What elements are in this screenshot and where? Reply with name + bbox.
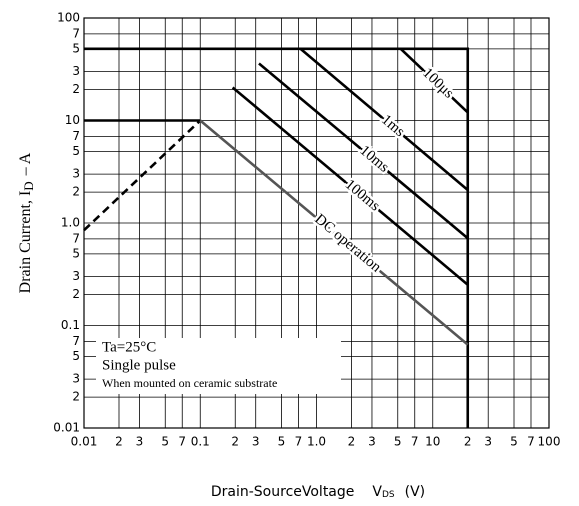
y-tick-label: 7 bbox=[72, 26, 80, 40]
y-tick-label: 100 bbox=[57, 11, 80, 25]
x-axis-title: Drain-SourceVoltage VDS (V) bbox=[211, 484, 425, 500]
series-line bbox=[299, 47, 469, 191]
y-tick-label: 2 bbox=[72, 82, 80, 96]
series-line bbox=[231, 86, 469, 286]
x-tick-label: 3 bbox=[368, 435, 376, 449]
y-axis-title-unit: – A bbox=[17, 152, 34, 176]
x-tick-label: 2 bbox=[231, 435, 239, 449]
y-tick-label: 1.0 bbox=[61, 216, 80, 230]
series-line bbox=[84, 47, 470, 428]
annotation-box bbox=[96, 338, 341, 394]
x-tick-label: 2 bbox=[348, 435, 356, 449]
series-line bbox=[399, 47, 469, 114]
y-tick-label: 7 bbox=[72, 129, 80, 143]
y-tick-label: 5 bbox=[72, 144, 80, 158]
y-tick-label: 2 bbox=[72, 390, 80, 404]
x-tick-label: 7 bbox=[527, 435, 535, 449]
annotation: Single pulse bbox=[102, 357, 176, 373]
annotation: When mounted on ceramic substrate bbox=[102, 376, 277, 390]
y-axis-title: Drain Current, ID – A bbox=[17, 152, 36, 293]
y-tick-label: 2 bbox=[72, 287, 80, 301]
x-tick-label: 2 bbox=[115, 435, 123, 449]
y-axis-title-sub: D bbox=[21, 181, 36, 190]
x-tick-label: 7 bbox=[411, 435, 419, 449]
y-tick-label: 7 bbox=[72, 334, 80, 348]
x-axis-title-text: Drain-SourceVoltage bbox=[211, 484, 355, 500]
x-tick-label: 7 bbox=[178, 435, 186, 449]
y-tick-label: 3 bbox=[72, 269, 80, 283]
y-tick-label: 0.01 bbox=[53, 421, 80, 435]
x-tick-label: 5 bbox=[394, 435, 402, 449]
y-tick-label: 0.1 bbox=[61, 318, 80, 332]
x-tick-label: 3 bbox=[136, 435, 144, 449]
series-line bbox=[83, 119, 202, 232]
x-tick-label: 100 bbox=[538, 435, 561, 449]
y-tick-label: 5 bbox=[72, 246, 80, 260]
x-tick-label: 1.0 bbox=[307, 435, 326, 449]
y-tick-label: 3 bbox=[72, 167, 80, 181]
x-tick-label: 3 bbox=[484, 435, 492, 449]
x-tick-label: 10 bbox=[425, 435, 440, 449]
y-tick-label: 3 bbox=[72, 372, 80, 386]
y-tick-label: 7 bbox=[72, 231, 80, 245]
x-tick-label: 5 bbox=[161, 435, 169, 449]
series-line bbox=[199, 119, 469, 346]
x-axis-title-sub: DS bbox=[382, 490, 395, 500]
x-tick-label: 3 bbox=[252, 435, 260, 449]
annotation: Ta=25°C bbox=[102, 339, 156, 355]
x-tick-label: 7 bbox=[295, 435, 303, 449]
x-axis-title-symbol: V bbox=[372, 484, 382, 500]
x-tick-label: 0.01 bbox=[71, 435, 98, 449]
x-tick-label: 5 bbox=[278, 435, 286, 449]
y-tick-label: 10 bbox=[65, 113, 80, 127]
series-line bbox=[258, 62, 469, 240]
x-tick-label: 0.1 bbox=[191, 435, 210, 449]
x-tick-label: 2 bbox=[464, 435, 472, 449]
plot-frame bbox=[83, 17, 550, 429]
y-axis-title-text: Drain Current, I bbox=[17, 191, 34, 294]
y-tick-label: 3 bbox=[72, 64, 80, 78]
y-tick-label: 5 bbox=[72, 349, 80, 363]
series-label: DC operation bbox=[311, 211, 384, 276]
series-label: 100ms bbox=[342, 177, 383, 215]
y-tick-label: 5 bbox=[72, 41, 80, 55]
x-axis-title-unit: (V) bbox=[405, 484, 426, 500]
y-tick-label: 2 bbox=[72, 185, 80, 199]
x-tick-label: 5 bbox=[510, 435, 518, 449]
